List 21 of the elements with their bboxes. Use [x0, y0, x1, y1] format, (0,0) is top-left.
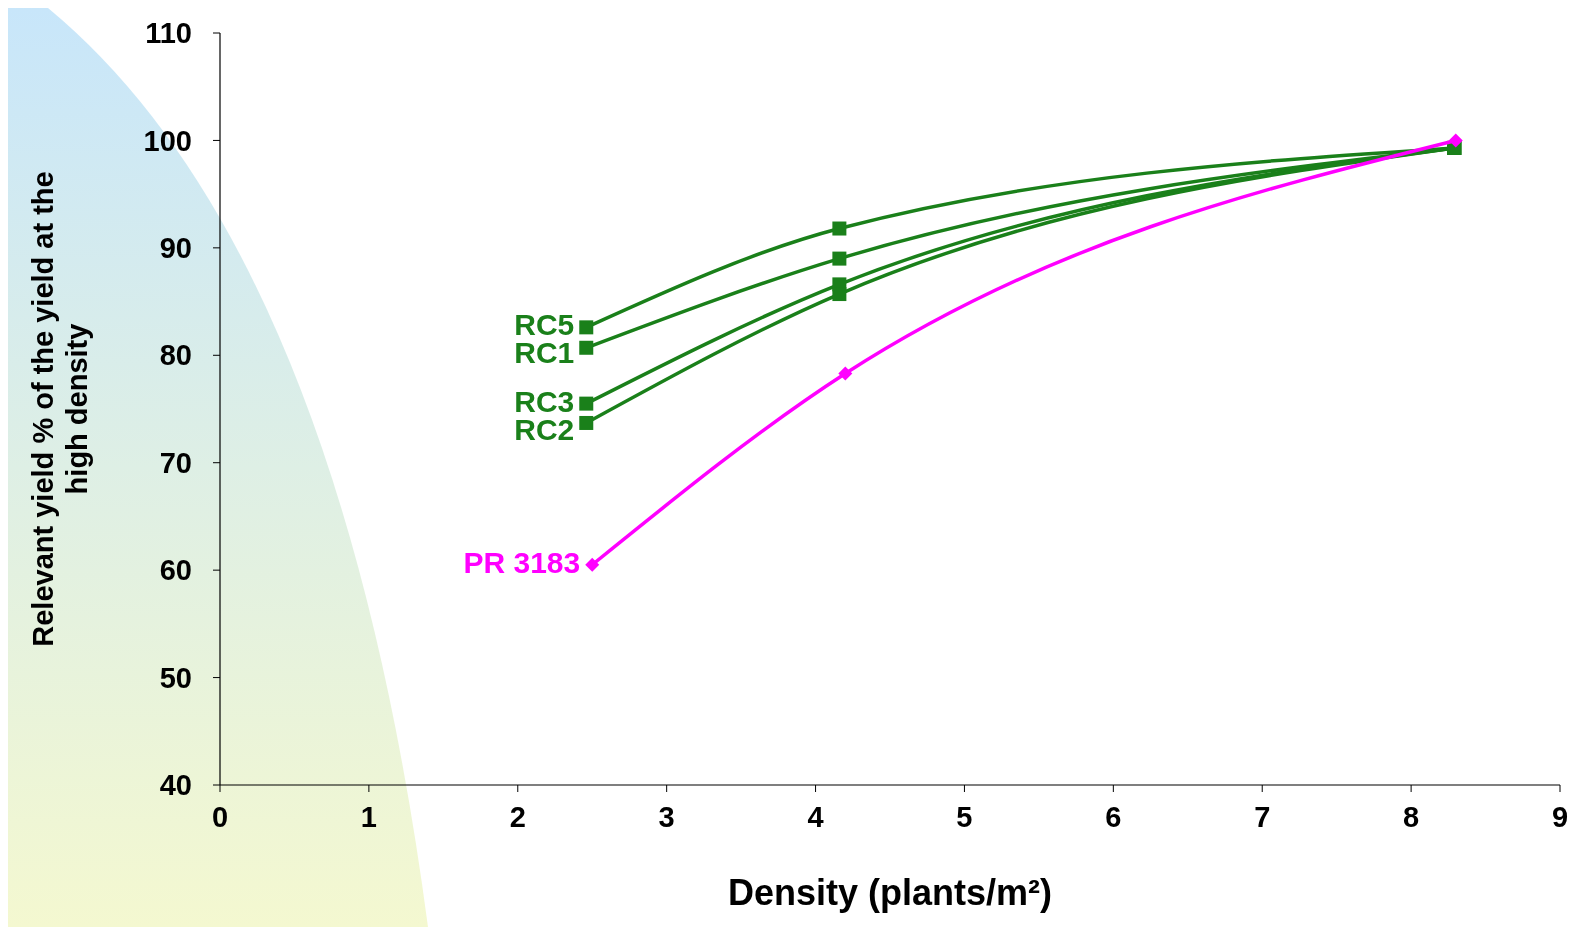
- y-tick-label: 110: [145, 17, 192, 50]
- y-tick-label: 90: [159, 232, 192, 265]
- y-tick-label: 50: [159, 661, 192, 694]
- x-tick-label: 8: [1403, 801, 1420, 833]
- y-tick-label: 60: [159, 554, 192, 587]
- y-tick-label: 80: [159, 339, 192, 372]
- x-tick-label: 4: [807, 801, 824, 833]
- y-tick-label: 100: [143, 124, 192, 157]
- x-tick-label: 0: [211, 801, 229, 833]
- x-tick-label: 9: [1551, 801, 1569, 833]
- y-tick-label: 70: [159, 446, 192, 479]
- x-tick-label: 2: [509, 801, 526, 833]
- series-label: PR 3183: [463, 545, 581, 579]
- x-tick-label: 7: [1254, 801, 1271, 833]
- x-axis-title: Density (plants/m²): [727, 872, 1053, 913]
- x-tick-label: 5: [956, 801, 973, 833]
- x-tick-label: 6: [1105, 801, 1122, 833]
- x-tick-label: 3: [658, 801, 675, 833]
- y-tick-label: 40: [159, 769, 192, 802]
- x-tick-label: 1: [360, 801, 377, 833]
- y-axis-title: Relevant yield % of the yield at the high density: [27, 171, 93, 647]
